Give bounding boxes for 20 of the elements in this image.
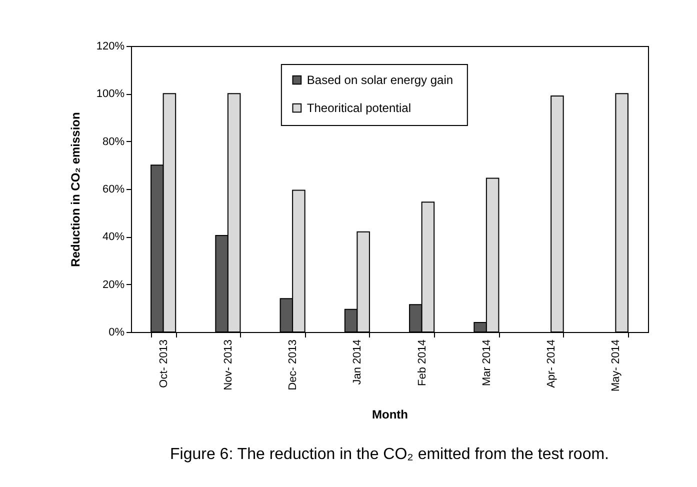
x-axis-title: Month — [372, 407, 408, 422]
x-tick-label: Oct- 2013 — [158, 340, 170, 388]
y-axis-title: Reduction in CO₂ emission — [68, 112, 82, 267]
x-tick-label: Feb 2014 — [416, 340, 428, 386]
y-tick-label: 120% — [96, 40, 125, 52]
x-tick-label: Mar 2014 — [480, 340, 493, 386]
legend-label: Based on solar energy gain — [306, 73, 454, 87]
x-tick-label: Jan 2014 — [352, 340, 364, 385]
x-tick-label: Nov- 2013 — [222, 340, 234, 390]
legend-label: Theoritical potential — [306, 101, 411, 115]
y-tick-label: 20% — [102, 278, 125, 291]
y-tick-label: 40% — [102, 231, 125, 244]
y-tick-label: 0% — [108, 326, 125, 338]
caption: Figure 6: The reduction in the CO₂ emitted from the test room. — [170, 446, 609, 463]
y-tick-label: 100% — [96, 88, 125, 100]
x-tick-label: Apr- 2014 — [546, 340, 558, 388]
x-tick-label: Dec- 2013 — [287, 340, 300, 390]
y-tick-label: 80% — [102, 136, 125, 148]
x-tick-label: May- 2014 — [610, 340, 622, 392]
y-tick-label: 60% — [102, 184, 125, 196]
